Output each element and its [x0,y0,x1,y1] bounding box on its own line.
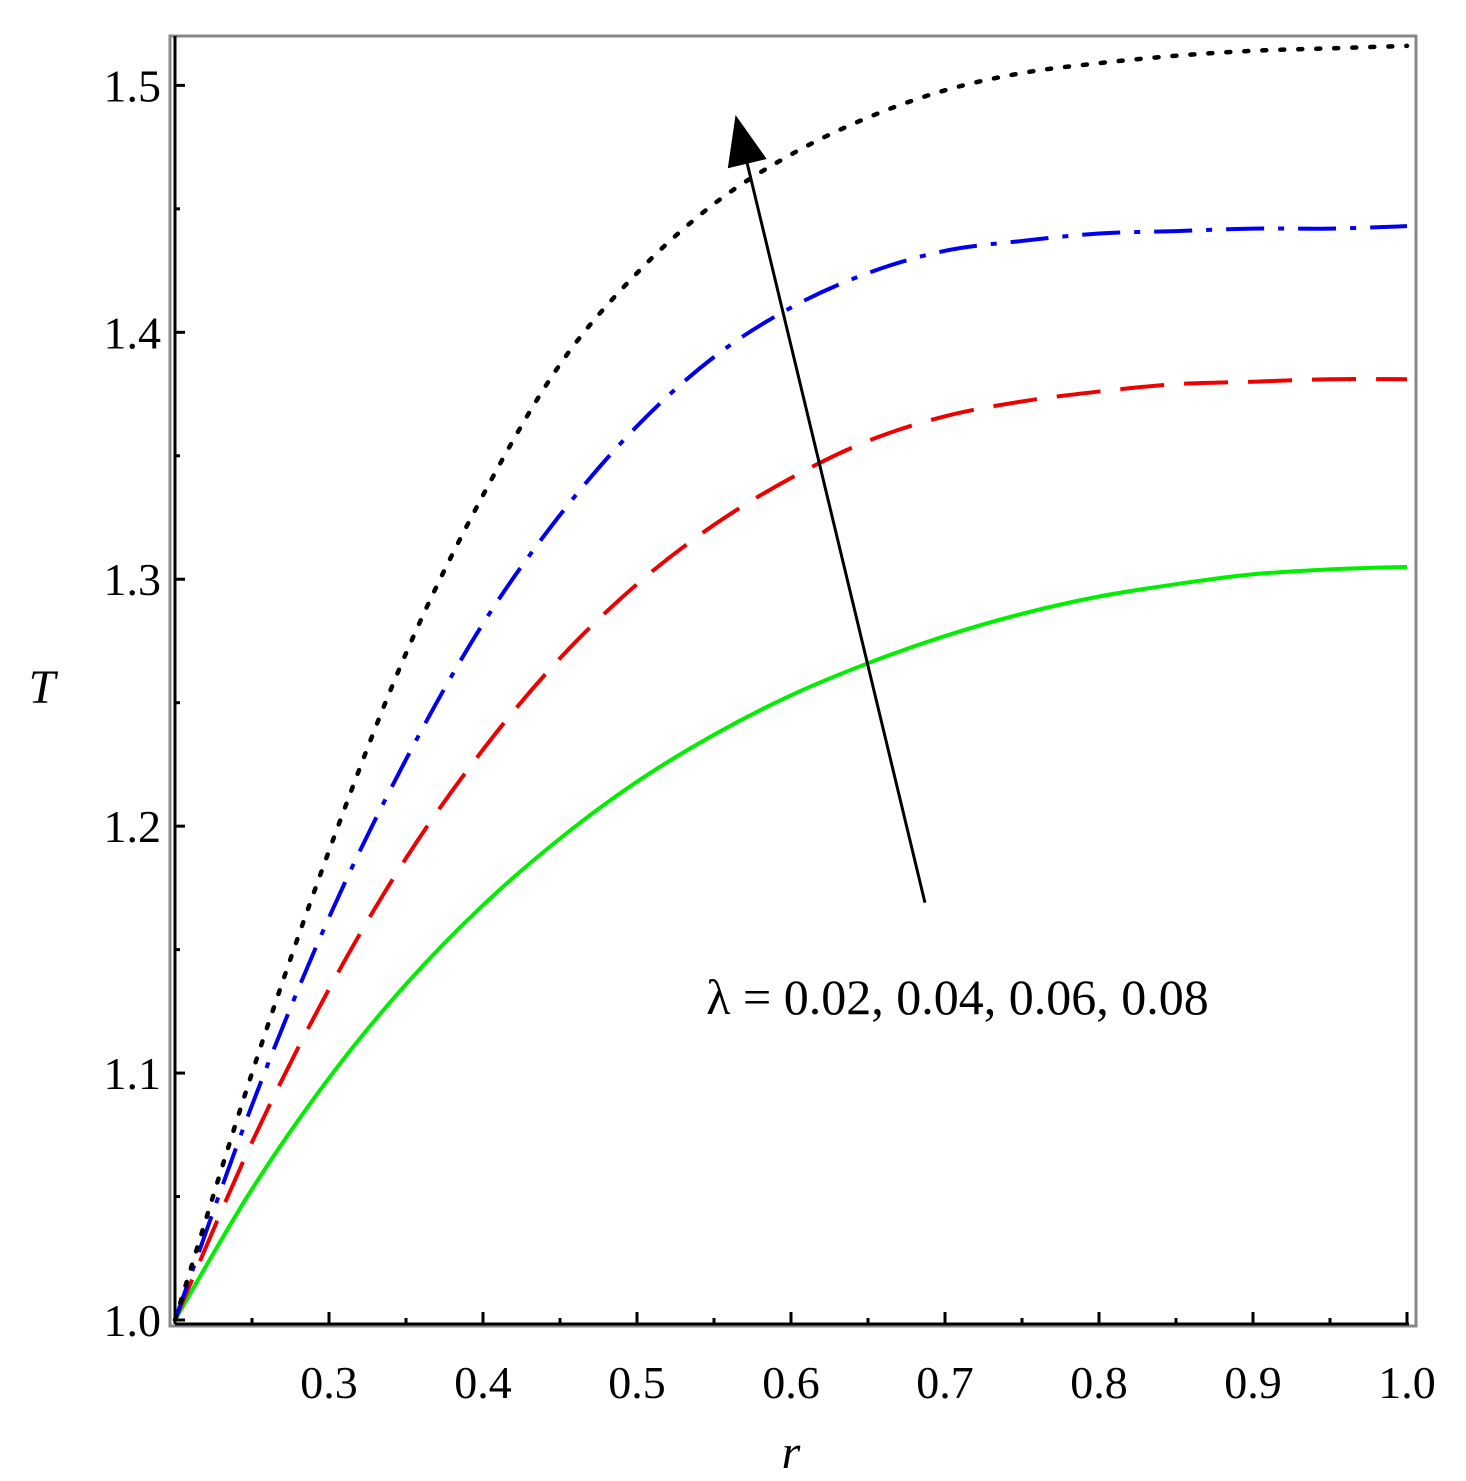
x-tick-label: 0.5 [608,1357,666,1408]
y-tick-label: 1.4 [104,307,162,358]
y-tick-label: 1.0 [104,1295,162,1346]
lambda-annotation: λ = 0.02, 0.04, 0.06, 0.08 [706,969,1208,1025]
series-lines [172,43,1410,1323]
series-line-black [172,43,1410,1323]
tick-labels: 0.3 0.4 0.5 0.6 0.7 0.8 0.9 1.0 1.0 1.1 1.2 1.3 1.4 1… [104,60,1436,1408]
plot-frame [168,34,1418,1328]
x-tick-label: 0.8 [1070,1357,1128,1408]
series-line-blue [173,224,1408,1321]
x-tick-label: 1.0 [1378,1357,1436,1408]
axis-ticks [173,36,1409,1326]
arrow-shaft [745,163,927,904]
x-tick-label: 0.6 [762,1357,820,1408]
x-tick-label: 0.7 [916,1357,974,1408]
y-tick-label: 1.2 [104,801,162,852]
series-line-green [173,564,1408,1322]
y-tick-label: 1.5 [104,60,162,111]
annotation-arrow [727,115,927,904]
y-tick-label: 1.1 [104,1048,162,1099]
series-line-red [173,377,1408,1321]
x-tick-label: 0.3 [300,1357,358,1408]
y-tick-label: 1.3 [104,554,162,605]
y-axis-label: T [29,661,59,714]
x-axis-label: r [782,1426,801,1479]
x-tick-label: 0.4 [454,1357,512,1408]
arrow-head [727,115,767,169]
x-tick-label: 0.9 [1224,1357,1282,1408]
